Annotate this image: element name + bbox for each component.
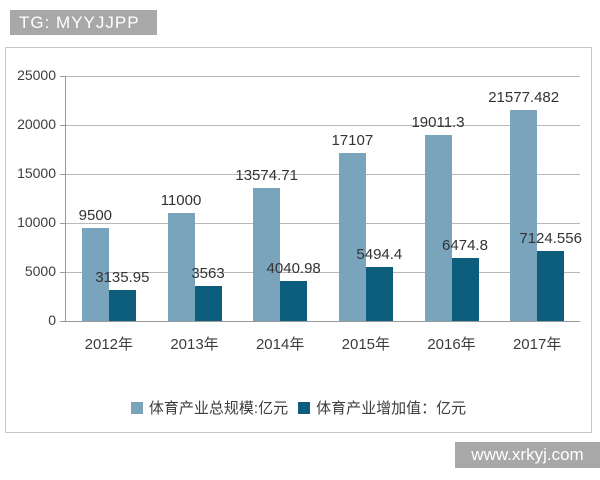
bar-added-value — [365, 267, 393, 321]
top-watermark-badge: TG: MYYJJPP — [10, 10, 157, 35]
bar-value-label: 4040.98 — [266, 260, 321, 278]
bar-added-value — [537, 251, 565, 321]
bottom-watermark-badge: www.xrkyj.com — [455, 442, 600, 468]
bar-value-label: 9500 — [78, 206, 113, 224]
legend-item: 体育产业总规模:亿元 — [130, 397, 289, 418]
bar-total-scale — [81, 227, 109, 321]
y-tick-label: 5000 — [24, 263, 56, 279]
bar-total-scale — [338, 153, 366, 321]
gridline — [66, 125, 580, 126]
bar-value-label: 6474.8 — [442, 236, 488, 254]
bar-added-value — [280, 281, 308, 321]
bar-added-value — [451, 257, 479, 321]
legend: 体育产业总规模:亿元 体育产业增加值：亿元 — [6, 397, 591, 418]
y-axis-tick — [60, 76, 66, 77]
legend-label: 体育产业增加值：亿元 — [316, 400, 467, 417]
y-axis-tick — [60, 174, 66, 175]
y-tick-label: 10000 — [17, 214, 56, 230]
bar-value-label: 21577.482 — [488, 88, 560, 106]
y-axis-tick — [60, 125, 66, 126]
y-axis-tick — [60, 272, 66, 273]
y-tick-label: 0 — [48, 312, 56, 328]
x-tick-label: 2017年 — [512, 336, 562, 353]
x-tick-label: 2013年 — [170, 336, 219, 353]
legend-item: 体育产业增加值：亿元 — [298, 397, 466, 418]
x-tick-label: 2014年 — [255, 336, 305, 353]
chart-frame: 0 5000 10000 15000 20000 25000 2012年 9500 3135.9… — [5, 47, 592, 433]
y-axis-tick — [60, 223, 66, 224]
gridline — [66, 272, 580, 273]
bar-added-value — [108, 290, 136, 321]
bar-value-label: 19011.3 — [411, 113, 465, 131]
bar-value-label: 17107 — [331, 132, 374, 150]
bar-total-scale — [167, 213, 195, 321]
gridline — [66, 174, 580, 175]
y-tick-label: 15000 — [17, 165, 56, 181]
legend-swatch — [130, 401, 143, 414]
bar-value-label: 5494.4 — [356, 246, 403, 264]
bar-total-scale — [510, 109, 538, 321]
bar-value-label: 11000 — [160, 192, 202, 210]
bar-value-label: 13574.71 — [235, 166, 298, 184]
y-axis-tick — [60, 321, 66, 322]
bar-total-scale — [424, 134, 452, 321]
y-tick-label: 25000 — [17, 67, 56, 83]
legend-label: 体育产业总规模:亿元 — [148, 400, 289, 417]
y-tick-label: 20000 — [17, 116, 56, 132]
x-tick-label: 2016年 — [427, 336, 476, 353]
bar-value-label: 3563 — [191, 265, 225, 283]
bar-value-label: 7124.556 — [519, 230, 582, 248]
bar-total-scale — [253, 187, 281, 321]
legend-swatch — [298, 401, 311, 414]
top-watermark-text: TG: MYYJJPP — [19, 12, 140, 32]
bottom-watermark-text: www.xrkyj.com — [471, 445, 584, 464]
gridline — [66, 76, 580, 77]
plot-area: 0 5000 10000 15000 20000 25000 2012年 9500 3135.9… — [17, 67, 582, 353]
x-tick-label: 2012年 — [84, 336, 134, 353]
bar-added-value — [194, 286, 222, 321]
bar-value-label: 3135.95 — [95, 269, 150, 287]
gridline — [66, 223, 580, 224]
x-tick-label: 2015年 — [341, 336, 391, 353]
